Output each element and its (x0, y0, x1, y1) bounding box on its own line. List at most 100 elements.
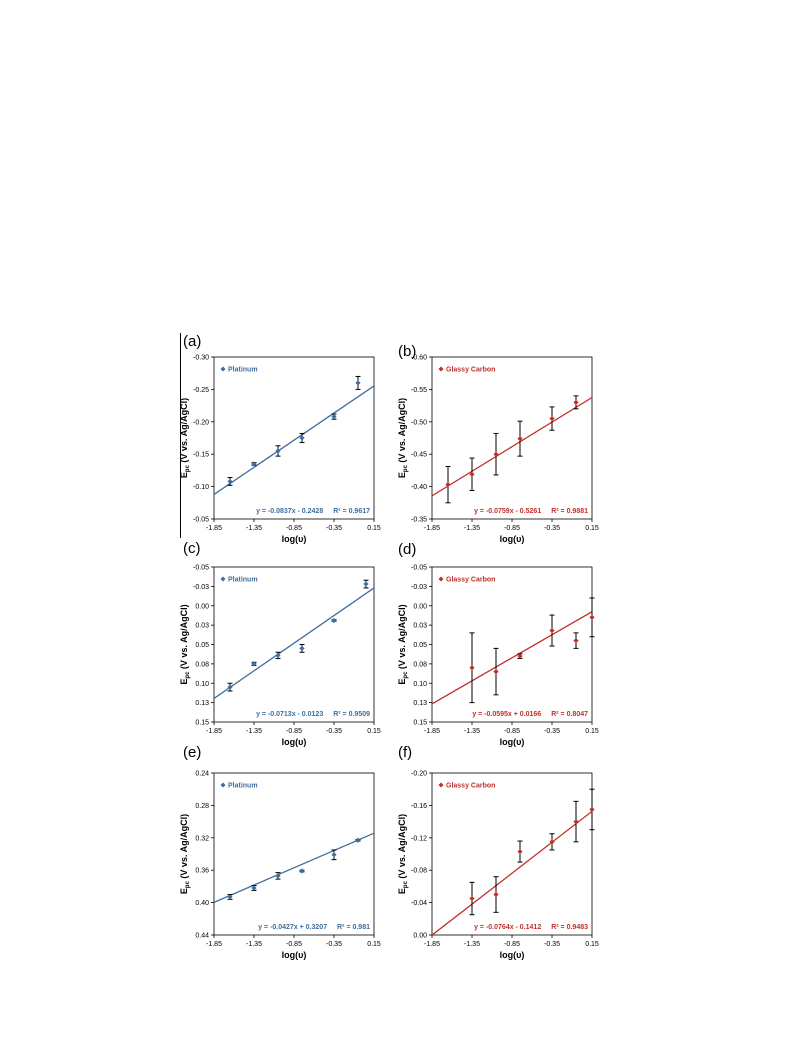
panel-e-data-point (299, 868, 305, 874)
panel-e-ylabel-rest: (V vs. Ag/AgCl) (179, 814, 189, 881)
panel-b-legend-marker (438, 366, 444, 372)
panel-b-ylabel-rest: (V vs. Ag/AgCl) (397, 398, 407, 465)
panel-d-ylabel-rest: (V vs. Ag/AgCl) (397, 604, 407, 671)
panel-d-ylabel-main: E (397, 679, 407, 685)
panel-f: (f) -0.20 -0.16 -0.12 -0.08 -0.04 0.00-1.85 -1.… (397, 744, 599, 960)
panel-e-ytick-label: 0.36 (195, 868, 209, 875)
panel-f-ylabel: Epc (V vs. Ag/AgCl) (397, 814, 409, 894)
panel-a-data-point (355, 380, 361, 386)
panel-c-ytick-label: 0.10 (195, 681, 209, 688)
panel-f-ytick-label: -0.12 (411, 835, 427, 842)
panel-c-ytick-label: 0.03 (195, 623, 209, 630)
panel-a-xlabel: log(υ) (282, 534, 307, 544)
panel-e-data-point (275, 873, 281, 879)
panel-d-ytick-label: 0.10 (413, 681, 427, 688)
panel-f-data-point (573, 819, 579, 825)
panel-a-ytick-label: -0.15 (193, 452, 209, 459)
panel-b-equation-text: y = -0.0759x - 0.5261 (474, 508, 541, 515)
panel-c-ytick-label: 0.13 (195, 700, 209, 707)
panel-a-xtick-label: -0.85 (286, 525, 302, 532)
panel-e-fit-line (214, 832, 374, 903)
panel-d-xtick-label: -1.85 (424, 728, 440, 735)
panel-b-r2-text: R² = 0.9881 (551, 508, 588, 515)
panel-c-label: (c) (183, 540, 201, 557)
panel-f-xtick-label: -1.35 (464, 941, 480, 948)
panel-a-ylabel-main: E (179, 472, 189, 478)
panel-f-xtick-label: -0.35 (544, 941, 560, 948)
panel-b-label: (b) (398, 343, 416, 360)
panel-c-data-point (331, 617, 337, 624)
panel-b-fit-line (432, 396, 592, 497)
panel-b-ytick-label: -0.35 (411, 517, 427, 524)
panel-f-xtick-label: 0.15 (585, 941, 599, 948)
panel-d-data-point (549, 627, 555, 634)
panel-f-ytick-label: -0.08 (411, 868, 427, 875)
panel-e-plot-frame (213, 772, 375, 936)
panel-b-ylabel: Epc (V vs. Ag/AgCl) (397, 398, 409, 478)
panel-f-fit-line (432, 810, 592, 935)
panel-c-ytick-label: 0.08 (195, 661, 209, 668)
panel-c-ytick-label: 0.00 (195, 603, 209, 610)
panel-b-xtick-label: -1.35 (464, 525, 480, 532)
panel-d-data-point (573, 638, 579, 644)
panel-f-data-point (549, 839, 555, 845)
panel-f-equation-text: y = -0.0764x - 0.1412 (474, 924, 541, 931)
panel-c-xtick-label: -1.85 (206, 728, 222, 735)
panel-a-xtick-label: -1.85 (206, 525, 222, 532)
panel-d-data-point (517, 653, 523, 659)
panel-b: (b)-0.60-0.55-0.50-0.45-0.40-0.35-1.85 -1… (397, 343, 599, 544)
panel-a-plot-frame (213, 356, 375, 520)
panel-a-ylabel: Epc (V vs. Ag/AgCl) (179, 398, 191, 478)
panel-e-data-point (355, 837, 361, 843)
panel-c-ytick-label: 0.15 (195, 720, 209, 727)
panel-f-xlabel: log(υ) (500, 950, 525, 960)
panel-d-xtick-label: -0.85 (504, 728, 520, 735)
panel-e-xtick-label: 0.15 (367, 941, 381, 948)
panel-c-ylabel-main: E (179, 679, 189, 685)
panel-d-equation-text: y = -0.0595x + 0.0166 (472, 711, 541, 718)
panel-c-ylabel-rest: (V vs. Ag/AgCl) (179, 604, 189, 671)
panel-c-ylabel-sub: pc (185, 671, 191, 679)
panel-b-ylabel-sub: pc (403, 464, 409, 472)
panel-f-equation: y = -0.0764x - 0.1412 R² = 0.9483 (474, 924, 588, 931)
panel-a-xtick-label: -1.35 (246, 525, 262, 532)
panel-e-xtick-label: -1.35 (246, 941, 262, 948)
panel-a-equation-text: y = -0.0837x - 0.2428 (256, 508, 323, 515)
panel-b-legend-label: Glassy Carbon (446, 367, 495, 374)
panel-f-ylabel-sub: pc (403, 880, 409, 888)
panel-c-equation-text: y = -0.0713x - 0.0123 (256, 711, 323, 718)
panel-e: (e) 0.24 0.28 0.32 0.36 0.40 0.44-1.85 -1.35 -0.… (179, 744, 381, 960)
panel-b-xlabel: log(υ) (500, 534, 525, 544)
panel-c: (c) -0.05 -0.03 0.00 0.03 0.05 0.08 0.10 0.13 0.1… (179, 540, 381, 747)
panel-d-xtick-label: -0.35 (544, 728, 560, 735)
panel-a-xtick-label: 0.15 (367, 525, 381, 532)
panel-d-ytick-label: 0.13 (413, 700, 427, 707)
panel-e-xlabel: log(υ) (282, 950, 307, 960)
panel-b-xtick-label: 0.15 (585, 525, 599, 532)
panel-c-ytick-label: 0.05 (195, 642, 209, 649)
panel-f-data-point (469, 895, 475, 902)
panel-c-ytick-label: -0.05 (193, 565, 209, 572)
panel-b-ytick-label: -0.55 (411, 387, 427, 394)
panel-d-ytick-label: 0.15 (413, 720, 427, 727)
panel-e-legend-marker (220, 782, 226, 788)
panel-a-data-point (299, 435, 305, 441)
panel-a: (a) -0.30 -0.25 -0.20 -0.15 -0.10 -0.05-1.85 -1… (179, 333, 381, 544)
panel-e-data-point (331, 852, 337, 858)
panel-a-equation: y = -0.0837x - 0.2428 R² = 0.9617 (256, 508, 370, 515)
panel-f-ylabel-main: E (397, 888, 407, 894)
panel-b-data-point (469, 471, 475, 477)
panel-a-ytick-label: -0.30 (193, 355, 209, 362)
panel-f-plot-frame (431, 772, 593, 936)
panel-a-data-point (251, 461, 257, 467)
panel-c-data-point (299, 645, 305, 651)
panel-b-ytick-label: -0.40 (411, 484, 427, 491)
panel-b-xtick-label: -1.85 (424, 525, 440, 532)
panel-d-ytick-label: 0.08 (413, 661, 427, 668)
panel-a-ytick-label: -0.10 (193, 484, 209, 491)
panel-f-ylabel-rest: (V vs. Ag/AgCl) (397, 814, 407, 881)
panel-f-ytick-label: -0.16 (411, 803, 427, 810)
panel-a-data-point (331, 414, 337, 420)
